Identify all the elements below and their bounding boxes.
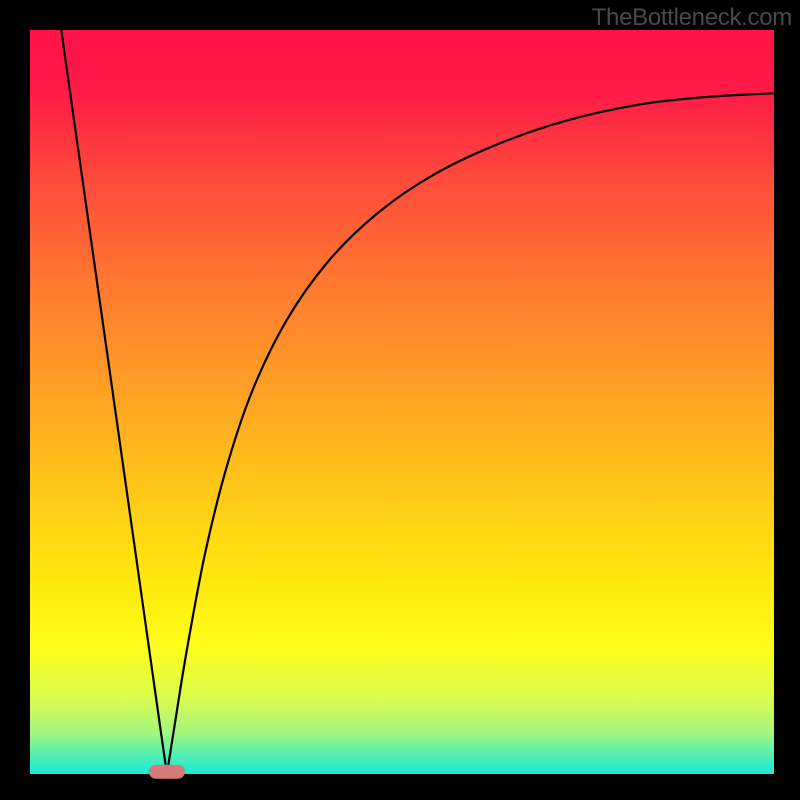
watermark-text: TheBottleneck.com (592, 4, 792, 32)
vertex-marker (149, 765, 185, 779)
plot-area (30, 30, 774, 774)
chart-svg (0, 0, 800, 800)
chart-container: TheBottleneck.com (0, 0, 800, 800)
